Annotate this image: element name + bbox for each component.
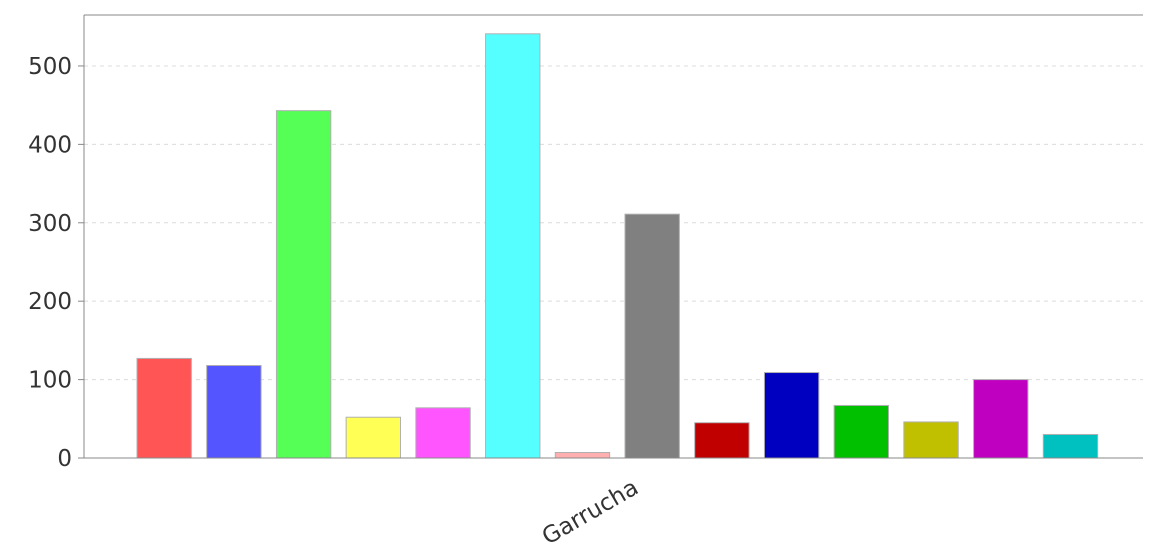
bar-series-2 [206,364,262,459]
bar-series-7 [554,452,611,459]
y-axis-ticks: 0 100 200 300 400 500 [28,54,84,472]
axes [83,14,1143,459]
y-tick-label: 100 [28,368,72,394]
bar-series-10 [763,372,820,459]
x-category-label: Garrucha [538,475,643,551]
y-tick-label: 300 [28,211,72,237]
bar-series-12 [903,421,959,459]
y-tick-label: 0 [57,446,72,472]
bar-series-8 [624,213,680,459]
bar-series-3 [275,110,332,459]
bar-series-9 [694,422,750,459]
x-axis-labels: Garrucha [538,475,643,551]
bars [136,33,1099,459]
bar-series-6 [485,33,541,459]
bar-series-14 [1042,433,1099,459]
bar-series-13 [973,379,1029,459]
bar-series-11 [833,404,890,459]
bar-series-1 [136,357,192,459]
y-tick-label: 400 [28,132,72,158]
y-tick-label: 200 [28,289,72,315]
bar-series-4 [345,416,402,459]
gridlines [84,65,1143,381]
y-tick-label: 500 [28,54,72,80]
bar-series-5 [415,407,471,459]
